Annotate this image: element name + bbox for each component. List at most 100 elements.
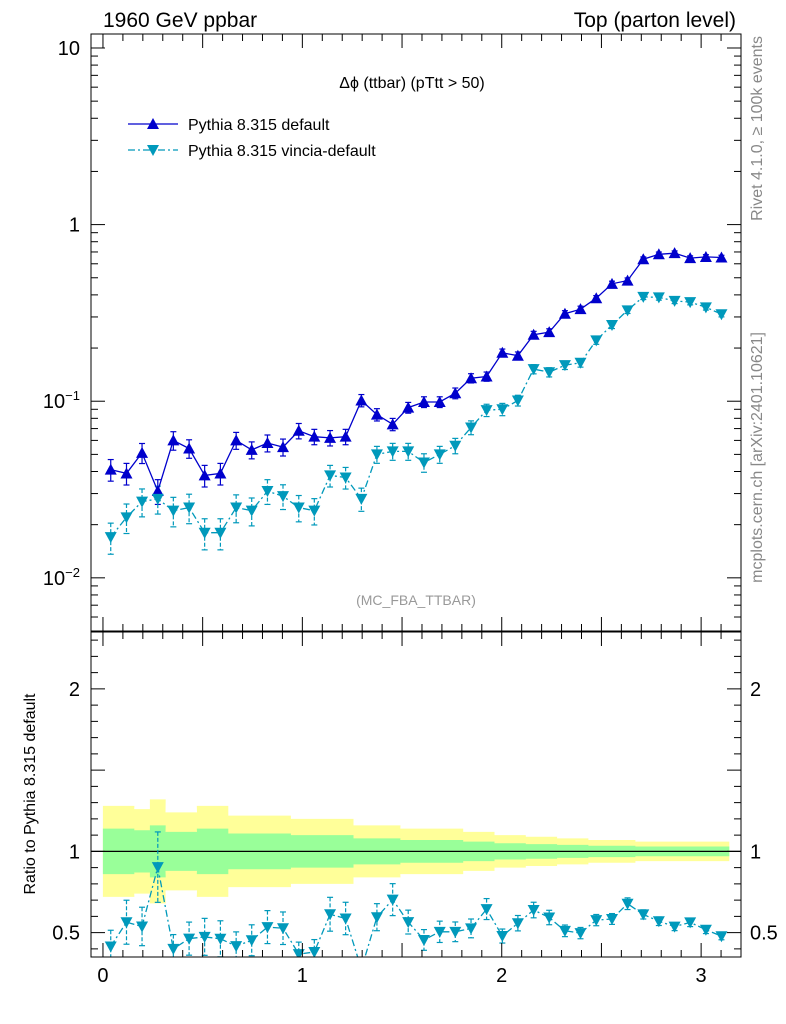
xtick-label: 3: [696, 965, 707, 987]
main-ytick-label: 10−2: [43, 565, 80, 590]
xtick-label: 2: [496, 965, 507, 987]
ratio-ytick-label: 1: [69, 841, 80, 863]
data-point: [151, 493, 164, 505]
data-point: [449, 440, 462, 452]
ratio-point: [417, 934, 430, 946]
ratio-point: [198, 931, 211, 943]
ratio-point: [449, 926, 462, 938]
data-point: [465, 372, 478, 384]
data-point: [308, 505, 321, 517]
data-point: [104, 532, 117, 544]
legend-label-vincia: Pythia 8.315 vincia-default: [188, 143, 376, 160]
data-point: [543, 367, 556, 379]
data-point: [637, 253, 650, 265]
xtick-label: 1: [297, 965, 308, 987]
ratio-ylabel: Ratio to Pythia 8.315 default: [22, 693, 39, 895]
main-ytick-label: 10: [58, 38, 80, 60]
data-point: [308, 430, 321, 442]
data-point: [214, 527, 227, 539]
data-point: [214, 467, 227, 479]
ratio-point: [605, 913, 618, 925]
data-point: [511, 395, 524, 407]
data-point: [198, 527, 211, 539]
data-point: [433, 395, 446, 407]
data-point: [574, 357, 587, 369]
data-point: [527, 364, 540, 376]
data-point: [433, 449, 446, 461]
ratio-point: [324, 909, 337, 921]
data-point: [324, 431, 337, 443]
legend-entry-default: Pythia 8.315 default: [128, 117, 330, 134]
data-point: [449, 387, 462, 399]
data-point: [355, 493, 368, 505]
ratio-panel: 0.5 0.5 1 1 2 2 0 1 2 3 Ratio to Pythia 8.315 def…: [22, 631, 778, 987]
header-right: Top (parton level): [574, 9, 736, 32]
data-point: [277, 441, 290, 453]
data-point: [417, 395, 430, 407]
ratio-point: [433, 926, 446, 938]
data-point: [245, 505, 258, 517]
ratio-point: [277, 923, 290, 935]
data-point: [496, 346, 509, 358]
legend-marker-vincia: [147, 145, 159, 156]
ratio-point: [715, 931, 728, 943]
data-point: [183, 502, 196, 514]
data-point: [120, 467, 133, 479]
ratio-point: [527, 905, 540, 917]
ratio-point: [151, 862, 164, 874]
data-point: [621, 274, 634, 286]
ratio-point: [668, 921, 681, 933]
data-point: [339, 430, 352, 442]
series-line-0: [110, 252, 722, 494]
ratio-ytick-label-right: 0.5: [750, 923, 778, 945]
data-point: [480, 370, 493, 382]
legend-entry-vincia: Pythia 8.315 vincia-default: [128, 143, 376, 160]
ratio-point: [558, 925, 571, 937]
ratio-ytick-label: 2: [69, 679, 80, 701]
ratio-ytick-label-right: 1: [750, 841, 761, 863]
ratio-point: [370, 912, 383, 924]
ratio-point: [167, 943, 180, 955]
data-point: [668, 295, 681, 307]
data-point: [355, 394, 368, 406]
data-point: [480, 405, 493, 417]
ratio-point: [496, 931, 509, 943]
data-point: [402, 446, 415, 458]
data-point: [198, 469, 211, 481]
legend: Pythia 8.315 default Pythia 8.315 vincia…: [128, 117, 376, 160]
ratio-point: [574, 928, 587, 940]
data-point: [605, 277, 618, 289]
data-point: [496, 404, 509, 416]
data-point: [245, 443, 258, 455]
ratio-point: [386, 894, 399, 906]
ratio-point: [590, 915, 603, 927]
ratio-point: [183, 933, 196, 945]
data-point: [715, 251, 728, 263]
data-point: [511, 349, 524, 361]
data-point: [370, 449, 383, 461]
data-point: [136, 496, 149, 508]
data-point: [652, 248, 665, 260]
legend-label-default: Pythia 8.315 default: [188, 117, 330, 134]
ratio-point: [652, 916, 665, 928]
data-point: [136, 446, 149, 458]
ratio-point: [637, 909, 650, 921]
data-point: [120, 512, 133, 524]
data-point: [151, 485, 164, 497]
main-ytick-label: 1: [69, 215, 80, 237]
data-point: [715, 309, 728, 321]
series-line-1: [110, 296, 722, 538]
data-point: [230, 434, 243, 446]
ratio-point: [511, 918, 524, 930]
ratio-point: [308, 946, 321, 957]
data-point: [590, 292, 603, 304]
ratio-point: [699, 924, 712, 936]
header-left: 1960 GeV ppbar: [103, 9, 257, 32]
ratio-point: [245, 935, 258, 947]
data-point: [167, 434, 180, 446]
data-point: [386, 418, 399, 430]
data-point: [605, 320, 618, 332]
data-point: [637, 291, 650, 303]
ratio-point: [480, 904, 493, 916]
data-point: [621, 305, 634, 317]
